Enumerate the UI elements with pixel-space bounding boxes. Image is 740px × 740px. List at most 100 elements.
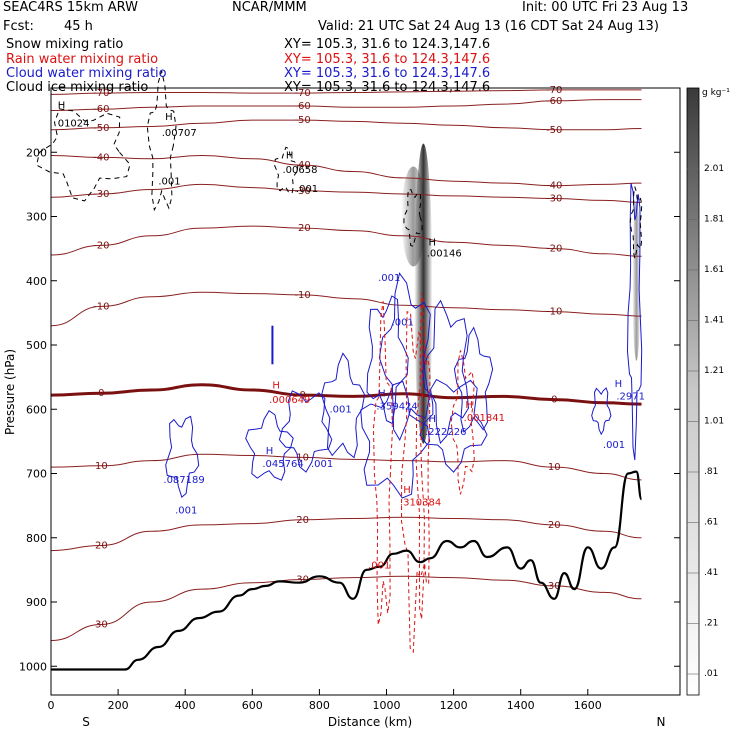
contour-annotation: .001 bbox=[158, 176, 180, 187]
x-tick-label: 200 bbox=[108, 699, 129, 712]
colorbar-label: 1.81 bbox=[704, 215, 724, 225]
temperature-contour-label: -20 bbox=[546, 244, 562, 255]
colorbar-label: 2.01 bbox=[704, 164, 724, 174]
contour-annotation: .310384 bbox=[400, 498, 441, 509]
y-tick-label: 600 bbox=[26, 403, 47, 416]
temperature-contour-label: 0 bbox=[299, 390, 305, 401]
x-tick-label: 1200 bbox=[440, 699, 468, 712]
contour-annotation: H bbox=[615, 379, 623, 390]
temperature-contour bbox=[50, 383, 642, 406]
temperature-contour bbox=[50, 453, 642, 481]
y-tick-label: 1000 bbox=[19, 660, 47, 673]
temperature-contour-label: -60 bbox=[294, 101, 310, 112]
y-tick-label: 700 bbox=[26, 468, 47, 481]
temperature-contour bbox=[50, 119, 642, 131]
contour-annotation: H bbox=[58, 101, 66, 112]
contour-annotation: H bbox=[378, 388, 386, 399]
temperature-contour bbox=[50, 99, 642, 111]
init-time: Init: 00 UTC Fri 23 Aug 13 bbox=[522, 0, 689, 15]
temperature-contour-label: 0 bbox=[551, 395, 557, 406]
colorbar-label: 1.21 bbox=[704, 366, 724, 376]
colorbar-label: .21 bbox=[704, 619, 718, 629]
contour-annotation: .001 bbox=[368, 561, 390, 572]
contour-annotation: .001841 bbox=[464, 413, 505, 424]
contour-annotation: .222226 bbox=[425, 427, 466, 438]
contour-annotation: H bbox=[428, 237, 436, 248]
contour-annotation: .00658 bbox=[282, 165, 317, 176]
field-xy-rain: XY= 105.3, 31.6 to 124.3,147.6 bbox=[284, 52, 491, 67]
y-tick-label: 400 bbox=[26, 275, 47, 288]
temperature-contour-label: -40 bbox=[294, 160, 310, 171]
x-tick-label: 800 bbox=[309, 699, 330, 712]
contour-annotation: .001 bbox=[311, 459, 333, 470]
y-tick-label: 500 bbox=[26, 339, 47, 352]
y-tick-label: 300 bbox=[26, 211, 47, 224]
cloud-water-contour bbox=[421, 299, 470, 445]
temperature-contour bbox=[50, 575, 642, 641]
contour-annotation: .2971 bbox=[616, 392, 645, 403]
temperature-contour-label: -30 bbox=[546, 194, 562, 205]
rain-water-contour bbox=[415, 292, 431, 620]
cloud-water-contour bbox=[366, 295, 409, 425]
colorbar-label: .01 bbox=[704, 669, 718, 679]
contour-annotation: .001 bbox=[329, 404, 351, 415]
y-tick-label: 800 bbox=[26, 532, 47, 545]
temperature-contour-label: -20 bbox=[93, 240, 109, 251]
temperature-contour-label: 30 bbox=[548, 581, 561, 592]
cloud-water-contour bbox=[378, 272, 431, 442]
contour-annotation: .00707 bbox=[162, 128, 197, 139]
endpoint-left: S bbox=[82, 715, 90, 729]
cloud-water-contour bbox=[245, 409, 294, 481]
cloud-water-contour bbox=[278, 390, 333, 473]
temperature-contour-label: -60 bbox=[546, 96, 562, 107]
contour-annotation: 01024 bbox=[58, 119, 90, 130]
temperature-contour-label: -30 bbox=[93, 189, 109, 200]
temperature-contour-label: -20 bbox=[294, 223, 310, 234]
rain-water-contour bbox=[400, 310, 425, 654]
temperature-contour-label: -50 bbox=[93, 123, 109, 134]
contour-annotation: .001 bbox=[175, 505, 197, 516]
contour-annotation: H bbox=[286, 151, 294, 162]
colorbar-label: .81 bbox=[704, 467, 718, 477]
field-name-snow: Snow mixing ratio bbox=[6, 37, 124, 52]
x-tick-label: 1600 bbox=[574, 699, 602, 712]
y-tick-label: 200 bbox=[26, 146, 47, 159]
field-name-rain: Rain water mixing ratio bbox=[6, 52, 159, 67]
terrain-line bbox=[50, 470, 643, 671]
contour-annotation: .359424 bbox=[376, 401, 417, 412]
contour-annotation: .001 bbox=[378, 273, 400, 284]
contour-annotation: .000649 bbox=[269, 395, 310, 406]
plot-frame bbox=[50, 87, 681, 696]
temperature-contour-label: -70 bbox=[546, 85, 562, 96]
temperature-contour-label: -30 bbox=[294, 186, 310, 197]
temperature-contour-label: 10 bbox=[548, 462, 561, 473]
y-tick-label: 900 bbox=[26, 596, 47, 609]
field-name-cloud-water: Cloud water mixing ratio bbox=[6, 66, 167, 81]
field-xy-snow: XY= 105.3, 31.6 to 124.3,147.6 bbox=[284, 37, 491, 52]
temperature-contour-label: -60 bbox=[93, 104, 109, 115]
contour-annotation: .001 bbox=[392, 318, 414, 329]
colorbar-label: .41 bbox=[704, 568, 718, 578]
temperature-contour-label: 20 bbox=[548, 520, 561, 531]
contour-annotation: .001 bbox=[603, 440, 625, 451]
ice-shading-north bbox=[632, 200, 641, 361]
contour-annotation: H bbox=[266, 446, 274, 457]
colorbar-label: 1.01 bbox=[704, 417, 724, 427]
colorbar-label: 1.41 bbox=[704, 316, 724, 326]
x-axis-label: Distance (km) bbox=[328, 715, 412, 729]
colorbar-unit: g kg⁻¹ bbox=[702, 88, 730, 98]
contour-annotation: .00146 bbox=[427, 248, 462, 259]
temperature-contour-label: 30 bbox=[95, 619, 108, 630]
temperature-contour-label: -50 bbox=[294, 115, 310, 126]
forecast-hour: 45 h bbox=[64, 19, 93, 34]
forecast-label: Fcst: bbox=[3, 19, 34, 34]
snow-contour bbox=[629, 186, 643, 259]
cloud-water-contour bbox=[626, 182, 643, 461]
field-xy-cloud-water: XY= 105.3, 31.6 to 124.3,147.6 bbox=[284, 66, 491, 81]
snow-contour bbox=[146, 70, 177, 212]
cloud-water-contour bbox=[419, 378, 488, 473]
endpoint-right: N bbox=[657, 715, 666, 729]
temperature-contour-label: -70 bbox=[294, 88, 310, 99]
x-tick-label: 1000 bbox=[373, 699, 401, 712]
